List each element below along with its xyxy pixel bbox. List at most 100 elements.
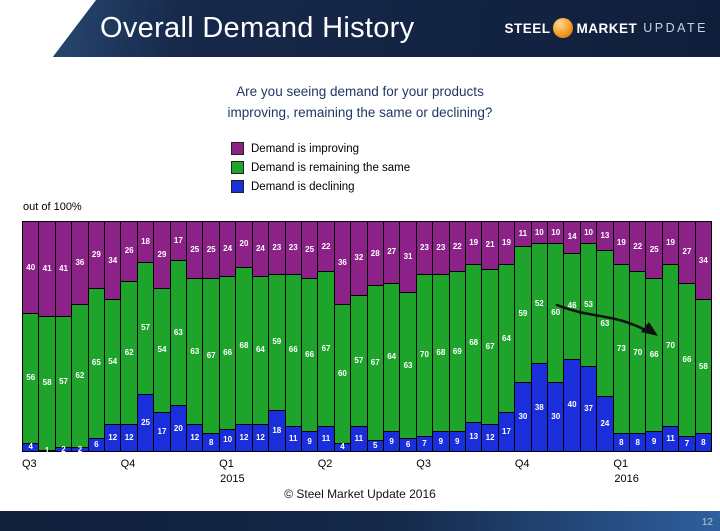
stacked-bar: 21 67 12 bbox=[481, 221, 499, 454]
segment-value-label: 10 bbox=[534, 227, 544, 237]
segment-value-label: 66 bbox=[223, 347, 233, 357]
logo-steel-text: STEEL bbox=[504, 20, 551, 36]
segment-value-label: 34 bbox=[698, 255, 708, 265]
segment-value-label: 41 bbox=[59, 263, 68, 273]
bar-segment-improving: 22 bbox=[317, 221, 335, 273]
bar-segment-same: 65 bbox=[87, 287, 106, 439]
segment-value-label: 58 bbox=[698, 361, 708, 371]
bar-segment-same: 66 bbox=[284, 273, 302, 428]
bar-segment-declining: 8 bbox=[694, 433, 713, 452]
bar-segment-improving: 27 bbox=[382, 221, 401, 284]
segment-value-label: 57 bbox=[354, 355, 364, 365]
segment-value-label: 40 bbox=[567, 400, 577, 410]
bar-segment-improving: 13 bbox=[596, 221, 614, 252]
quarter-label: Q1 bbox=[219, 458, 234, 470]
bar-segment-declining: 9 bbox=[300, 431, 319, 452]
segment-value-label: 12 bbox=[190, 433, 200, 442]
stacked-bar: 25 63 12 bbox=[186, 221, 204, 454]
bar-segment-declining: 9 bbox=[645, 431, 663, 452]
bar-segment-improving: 23 bbox=[415, 221, 434, 275]
segment-value-label: 25 bbox=[190, 245, 200, 255]
bar-segment-improving: 41 bbox=[38, 221, 56, 317]
stacked-bar: 19 73 8 bbox=[612, 221, 631, 454]
bar-segment-declining: 25 bbox=[136, 393, 155, 452]
bar-segment-declining: 30 bbox=[514, 382, 532, 452]
bar-segment-declining: 17 bbox=[153, 412, 171, 452]
bar-segment-same: 66 bbox=[300, 278, 319, 433]
segment-value-label: 57 bbox=[59, 376, 68, 386]
bar-segment-same: 67 bbox=[366, 285, 384, 442]
bar-segment-declining: 9 bbox=[432, 431, 450, 452]
logo-update-text: UPDATE bbox=[643, 21, 708, 35]
bar-segment-same: 58 bbox=[38, 315, 56, 451]
segment-value-label: 60 bbox=[551, 308, 561, 318]
segment-value-label: 67 bbox=[485, 341, 495, 351]
stacked-bar: 19 70 11 bbox=[661, 221, 680, 454]
x-axis-tick: Q3 bbox=[416, 458, 431, 470]
survey-question: Are you seeing demand for your products … bbox=[0, 82, 720, 124]
segment-value-label: 54 bbox=[108, 357, 118, 367]
bar-segment-same: 64 bbox=[497, 264, 516, 414]
segment-value-label: 59 bbox=[518, 309, 528, 319]
steel-market-update-logo: STEEL MARKET UPDATE bbox=[504, 18, 708, 38]
segment-value-label: 24 bbox=[600, 419, 610, 429]
segment-value-label: 11 bbox=[666, 434, 675, 444]
stacked-bar: 27 66 7 bbox=[678, 221, 696, 454]
segment-value-label: 9 bbox=[307, 436, 312, 446]
segment-value-label: 10 bbox=[551, 227, 561, 237]
year-label: 2016 bbox=[614, 473, 639, 485]
x-axis-tick: Q4 bbox=[515, 458, 530, 470]
bar-segment-declining: 5 bbox=[366, 440, 384, 452]
stacked-bar: 23 59 18 bbox=[268, 221, 286, 454]
segment-value-label: 38 bbox=[534, 402, 544, 412]
segment-value-label: 6 bbox=[405, 439, 411, 449]
bar-segment-declining: 11 bbox=[284, 426, 302, 452]
bar-segment-same: 66 bbox=[678, 282, 696, 437]
stacked-bar: 10 52 38 bbox=[530, 221, 548, 454]
bar-segment-improving: 19 bbox=[464, 221, 483, 266]
stacked-bar: 22 70 8 bbox=[629, 221, 647, 454]
segment-value-label: 22 bbox=[633, 241, 643, 251]
slide-number: 12 bbox=[701, 517, 713, 528]
bar-segment-same: 53 bbox=[579, 243, 598, 367]
bar-segment-same: 70 bbox=[661, 264, 680, 428]
bar-segment-same: 59 bbox=[268, 273, 286, 412]
segment-value-label: 19 bbox=[469, 238, 479, 248]
segment-value-label: 9 bbox=[651, 436, 657, 446]
segment-value-label: 4 bbox=[28, 442, 33, 452]
segment-value-label: 52 bbox=[534, 298, 544, 308]
bar-segment-declining: 9 bbox=[448, 431, 466, 452]
segment-value-label: 24 bbox=[223, 243, 233, 253]
segment-value-label: 63 bbox=[190, 346, 200, 356]
stacked-bar: 31 63 6 bbox=[399, 221, 417, 454]
bar-segment-declining: 24 bbox=[596, 396, 614, 452]
segment-value-label: 63 bbox=[403, 360, 413, 370]
bar-segment-improving: 23 bbox=[268, 221, 286, 275]
segment-value-label: 26 bbox=[124, 246, 134, 256]
year-label: 2015 bbox=[220, 473, 245, 485]
bar-segment-improving: 19 bbox=[612, 221, 631, 266]
bar-segment-declining: 6 bbox=[399, 438, 417, 452]
x-axis: Q3 Q4 Q1 2015 Q2 Q3 Q4 Q1 2016 bbox=[22, 458, 712, 490]
stacked-bar: 36 62 2 bbox=[71, 221, 89, 454]
bottom-accent-strip: 12 bbox=[0, 511, 720, 531]
segment-value-label: 5 bbox=[373, 441, 378, 451]
segment-value-label: 62 bbox=[124, 347, 134, 357]
segment-value-label: 2 bbox=[77, 444, 83, 454]
bar-segment-improving: 25 bbox=[202, 221, 220, 280]
bar-segment-declining: 7 bbox=[678, 435, 696, 452]
segment-value-label: 12 bbox=[124, 433, 134, 442]
segment-value-label: 8 bbox=[619, 437, 624, 447]
bar-segment-improving: 19 bbox=[497, 221, 516, 266]
segment-value-label: 67 bbox=[206, 351, 216, 361]
segment-value-label: 34 bbox=[108, 255, 118, 265]
bar-segment-same: 67 bbox=[481, 268, 499, 426]
stacked-bar: 24 66 10 bbox=[218, 221, 237, 454]
bar-segment-same: 63 bbox=[169, 259, 188, 407]
segment-value-label: 11 bbox=[354, 434, 364, 444]
segment-value-label: 31 bbox=[403, 252, 413, 262]
segment-value-label: 9 bbox=[389, 436, 394, 446]
bar-segment-improving: 29 bbox=[87, 221, 106, 289]
bar-segment-improving: 14 bbox=[563, 221, 581, 254]
bar-segment-improving: 32 bbox=[350, 221, 368, 296]
